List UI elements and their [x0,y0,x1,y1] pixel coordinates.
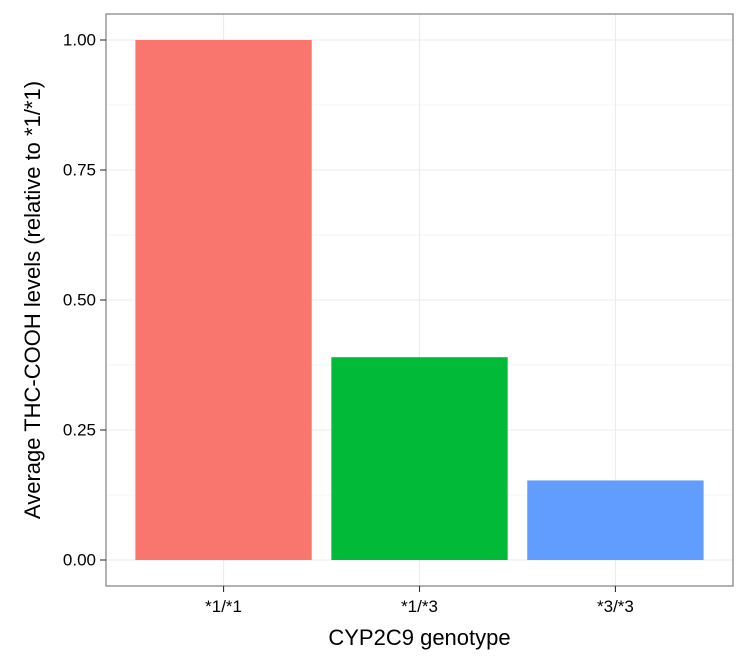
bar-2 [331,357,508,560]
x-axis-title: CYP2C9 genotype [328,625,510,650]
y-tick-label: 1.00 [63,31,96,50]
bar-1 [135,40,312,560]
y-tick-label: 0.25 [63,421,96,440]
x-tick-label: *3/*3 [597,597,634,616]
x-axis: *1/*1 *1/*3 *3/*3 [205,586,634,616]
y-tick-label: 0.50 [63,291,96,310]
y-tick-label: 0.00 [63,551,96,570]
bars [135,40,704,560]
bar-3 [527,480,704,560]
y-axis: 0.00 0.25 0.50 0.75 1.00 [63,31,106,570]
y-tick-label: 0.75 [63,161,96,180]
x-tick-label: *1/*3 [401,597,438,616]
x-tick-label: *1/*1 [205,597,242,616]
y-axis-title: Average THC-COOH levels (relative to *1/… [20,81,45,519]
